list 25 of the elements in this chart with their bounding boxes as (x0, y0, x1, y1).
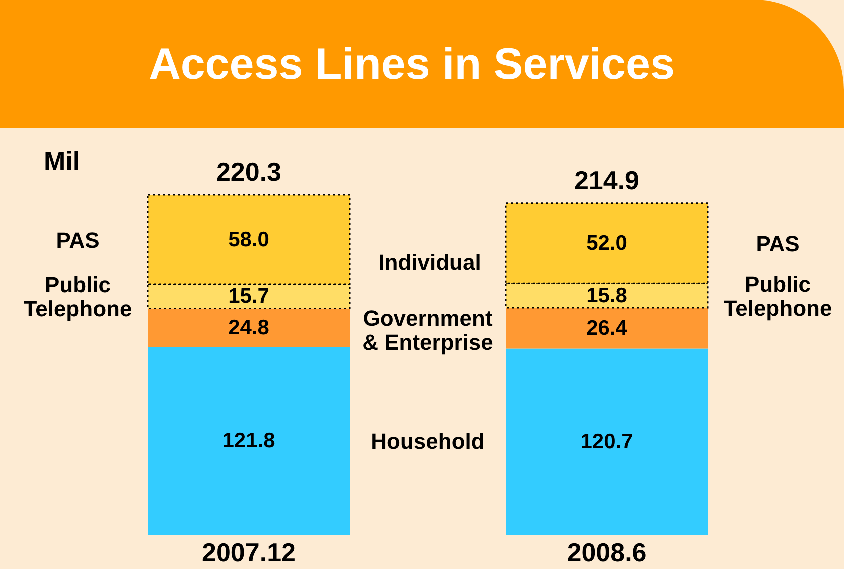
text: Public Telephone (24, 272, 132, 322)
series-label: Government & Enterprise (362, 305, 494, 354)
text: PAS (756, 230, 800, 256)
x-tick-label: 2008.6 (567, 537, 647, 568)
total-label: 214.9 (574, 165, 640, 196)
total-label: 220.3 (216, 157, 282, 187)
data-label: 15.8 (586, 284, 628, 308)
data-label: 26.4 (586, 316, 628, 340)
data-label: 52.0 (586, 232, 628, 255)
x-tick-label: 2007.12 (202, 537, 296, 568)
data-label: 15.7 (228, 285, 270, 308)
y-axis-title: Mil (44, 146, 80, 177)
text: PAS (56, 227, 100, 252)
bar (148, 347, 350, 535)
series-label: Household (371, 428, 485, 454)
series-label: Public Telephone (724, 271, 832, 320)
chart-title: Access Lines in Services (148, 40, 676, 90)
data-label: 24.8 (228, 316, 270, 340)
bar (506, 348, 708, 535)
annotation: Individual (378, 250, 482, 276)
bar (506, 308, 708, 349)
bar (148, 308, 350, 348)
data-label: 120.7 (580, 430, 634, 454)
data-label: 58.0 (228, 228, 270, 252)
data-label: 121.8 (222, 430, 276, 453)
